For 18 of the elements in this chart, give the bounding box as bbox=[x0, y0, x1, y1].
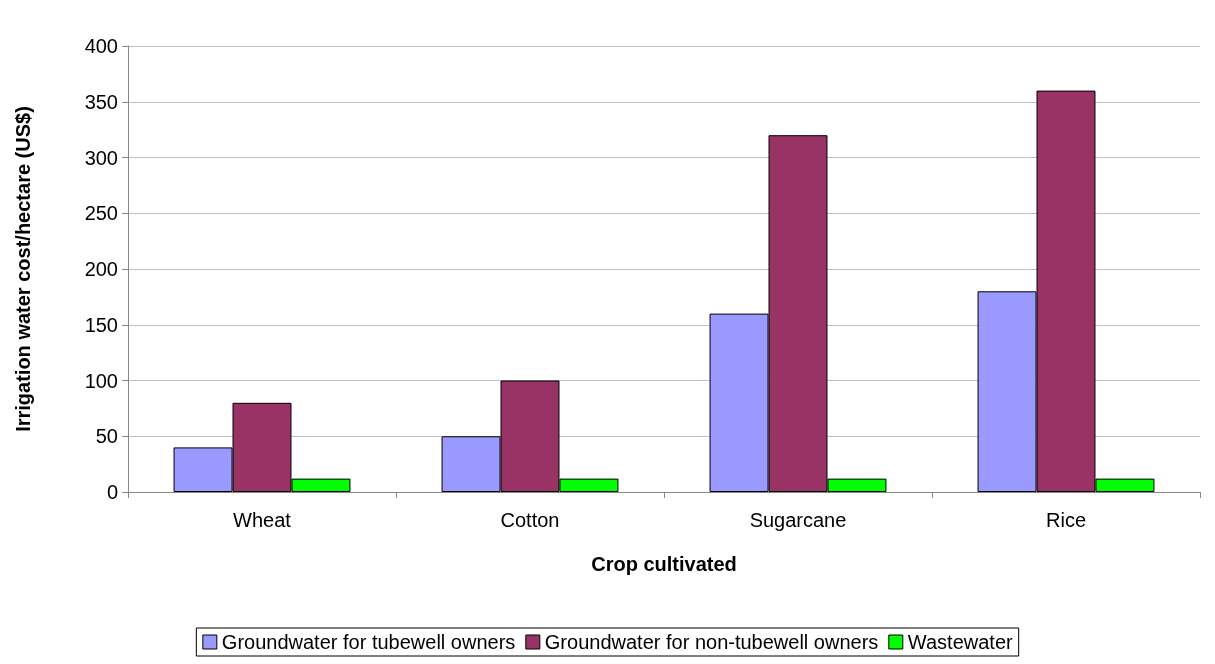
y-tick-label: 250 bbox=[84, 202, 118, 225]
x-tick-label: Cotton bbox=[500, 509, 560, 531]
y-tick-label: 200 bbox=[84, 258, 118, 280]
y-tick-label: 350 bbox=[84, 90, 118, 113]
legend-label: Wastewater bbox=[907, 631, 1013, 653]
x-axis-title: Crop cultivated bbox=[591, 553, 737, 575]
y-tick-label: 0 bbox=[106, 481, 118, 503]
x-tick-label: Sugarcane bbox=[749, 509, 847, 531]
x-tick-label: Rice bbox=[1045, 509, 1087, 531]
y-tick-label: 50 bbox=[95, 425, 118, 448]
y-tick-label: 300 bbox=[84, 146, 118, 169]
y-axis-title: Irrigation water cost/hectare (US$) bbox=[12, 106, 34, 432]
legend-label: Groundwater for tubewell owners bbox=[221, 631, 516, 653]
y-tick-label: 100 bbox=[84, 369, 118, 392]
y-tick-label: 150 bbox=[84, 313, 118, 336]
y-tick-label: 400 bbox=[84, 35, 118, 57]
x-tick-label: Wheat bbox=[233, 509, 292, 531]
legend-label: Groundwater for non-tubewell owners bbox=[544, 631, 879, 653]
